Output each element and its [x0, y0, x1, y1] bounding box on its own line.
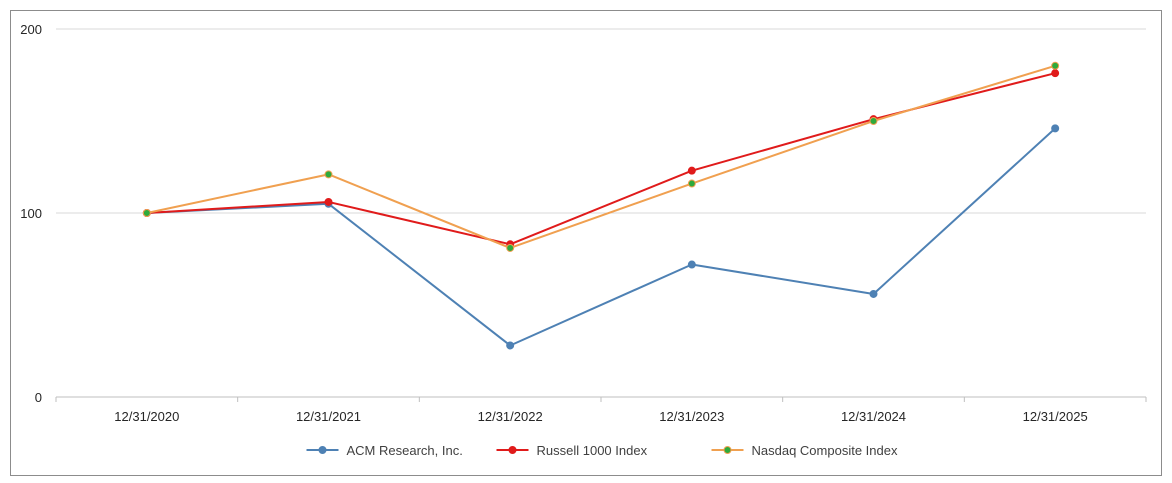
data-point	[142, 209, 151, 217]
series-line-2	[146, 64, 1056, 249]
data-point	[687, 260, 696, 269]
data-point	[869, 117, 878, 125]
legend-marker-2	[723, 446, 732, 454]
y-tick-label: 200	[20, 22, 42, 37]
data-point	[1051, 61, 1060, 70]
legend-label-1: Russell 1000 Index	[537, 443, 648, 458]
legend-label-0: ACM Research, Inc.	[347, 443, 463, 458]
data-point	[324, 170, 333, 179]
legend-marker-1	[508, 446, 517, 454]
data-point	[869, 289, 878, 298]
data-point	[687, 179, 696, 188]
axes: 0 100 200 12/31/2020 12/31/2021 12/31/2022 12/…	[20, 22, 1147, 424]
data-point	[324, 197, 333, 206]
chart-frame	[10, 10, 1162, 476]
x-tick-label: 12/31/2025	[1023, 409, 1088, 424]
x-tick-label: 12/31/2023	[659, 409, 724, 424]
x-tick-label: 12/31/2022	[478, 409, 543, 424]
series-line-0	[146, 127, 1056, 347]
series-line-1	[146, 72, 1056, 246]
legend-label-2: Nasdaq Composite Index	[752, 443, 898, 458]
data-point	[687, 166, 696, 175]
x-tick-label: 12/31/2024	[841, 409, 906, 424]
x-tick-label: 12/31/2020	[114, 409, 179, 424]
y-tick-label: 0	[35, 390, 42, 405]
series-group	[142, 61, 1060, 350]
data-point	[1051, 124, 1060, 133]
x-tick-label: 12/31/2021	[296, 409, 361, 424]
data-point	[506, 243, 515, 252]
legend-marker-0	[318, 446, 327, 454]
legend: ACM Research, Inc. Russell 1000 Index Nasd…	[306, 443, 898, 458]
y-tick-label: 100	[20, 206, 42, 221]
data-point	[506, 341, 515, 350]
data-point	[1051, 69, 1060, 78]
gridlines	[56, 28, 1146, 214]
